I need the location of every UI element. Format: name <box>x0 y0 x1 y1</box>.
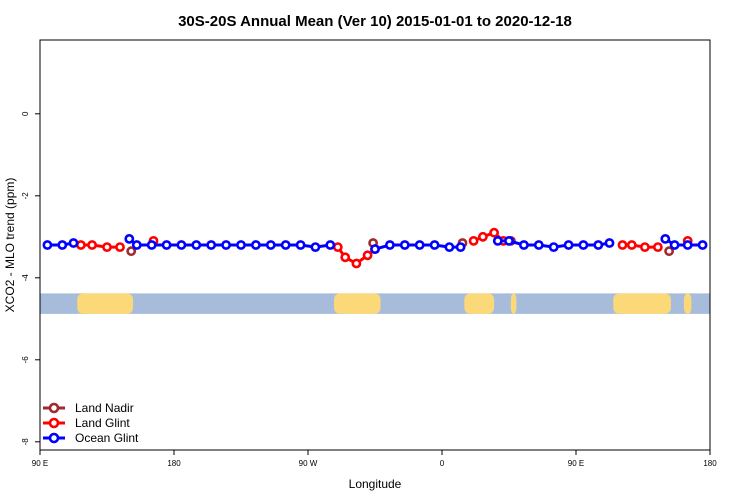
data-point <box>332 242 343 252</box>
x-axis: 90 E 180 90 W 0 90 E 180 <box>32 450 717 468</box>
y-tick-label: -2 <box>21 192 30 200</box>
map-strip <box>40 293 710 314</box>
legend-marker <box>48 402 60 414</box>
legend-item: Land Nadir <box>43 401 134 415</box>
series-line <box>664 237 703 247</box>
data-point <box>76 240 86 250</box>
map-land-segment <box>334 293 381 314</box>
data-point <box>87 240 97 250</box>
data-point <box>489 227 499 238</box>
data-point <box>206 240 217 250</box>
data-point <box>68 238 79 248</box>
data-point <box>131 240 142 250</box>
y-tick-label: 0 <box>21 111 30 116</box>
plot-frame <box>39 39 711 451</box>
chart-title: 30S-20S Annual Mean (Ver 10) 2015-01-01 … <box>178 13 572 30</box>
series-layer <box>42 227 708 269</box>
map-land-segment <box>613 293 671 314</box>
data-point <box>697 240 708 250</box>
legend-marker <box>48 417 60 429</box>
data-point <box>669 240 680 250</box>
data-point <box>399 240 410 250</box>
data-point <box>351 258 362 269</box>
x-tick-label: 180 <box>167 459 181 468</box>
data-point <box>384 240 395 250</box>
x-axis-label: Longitude <box>349 477 402 491</box>
data-point <box>660 233 671 244</box>
data-point <box>444 242 455 252</box>
x-tick-label: 90 W <box>299 459 318 468</box>
data-point <box>477 231 488 242</box>
data-point <box>626 240 637 250</box>
x-tick-label: 0 <box>440 459 445 468</box>
data-point <box>191 240 202 250</box>
data-point <box>429 240 440 250</box>
data-point <box>578 240 589 250</box>
data-point <box>682 240 693 250</box>
data-point <box>563 240 574 250</box>
data-point <box>42 240 53 250</box>
data-point <box>455 242 466 252</box>
data-point <box>146 240 157 250</box>
data-point <box>124 233 135 244</box>
map-land-segment <box>510 293 517 314</box>
y-tick-label: -8 <box>21 438 30 446</box>
data-point <box>593 240 604 250</box>
map-land-segment <box>464 293 495 314</box>
data-point <box>250 240 261 250</box>
data-point <box>362 250 373 261</box>
data-point <box>617 240 628 250</box>
data-point <box>640 242 650 252</box>
x-tick-label: 180 <box>703 459 717 468</box>
data-point <box>280 240 291 250</box>
data-point <box>504 235 514 246</box>
series-line <box>80 243 120 249</box>
legend-label: Ocean Glint <box>75 431 139 445</box>
map-land-segment <box>77 293 134 314</box>
data-point <box>492 235 503 246</box>
data-point <box>604 238 615 248</box>
legend-item: Land Glint <box>43 416 130 430</box>
data-point <box>664 246 674 257</box>
series-ocean-glint <box>42 233 708 254</box>
x-tick-label: 90 E <box>568 459 584 468</box>
data-point <box>126 246 137 257</box>
data-point <box>370 244 380 254</box>
data-point <box>57 240 68 250</box>
series-land-glint <box>76 227 693 269</box>
data-point <box>236 240 246 250</box>
data-point <box>265 240 276 250</box>
y-tick-label: -6 <box>21 356 30 364</box>
x-tick-label: 90 E <box>32 459 48 468</box>
data-point <box>295 240 306 250</box>
map-land-segment <box>683 293 692 314</box>
data-point <box>325 240 336 250</box>
legend-marker <box>48 432 60 444</box>
data-point <box>548 242 559 252</box>
y-axis-label: XCO2 - MLO trend (ppm) <box>3 178 17 313</box>
data-point <box>115 242 125 252</box>
y-tick-label: -4 <box>21 274 30 282</box>
data-point <box>340 252 351 263</box>
y-axis: 0 -2 -4 -6 -8 <box>21 111 40 445</box>
data-point <box>468 235 479 246</box>
legend-item: Ocean Glint <box>43 431 139 445</box>
data-point <box>653 242 663 252</box>
data-point <box>519 240 529 250</box>
legend-label: Land Nadir <box>75 401 134 415</box>
legend-label: Land Glint <box>75 416 130 430</box>
data-point <box>176 240 187 250</box>
data-point <box>161 240 172 250</box>
data-point <box>414 240 425 250</box>
data-point <box>533 240 544 250</box>
data-point <box>310 242 321 252</box>
data-point <box>102 242 112 252</box>
data-point <box>221 240 231 250</box>
